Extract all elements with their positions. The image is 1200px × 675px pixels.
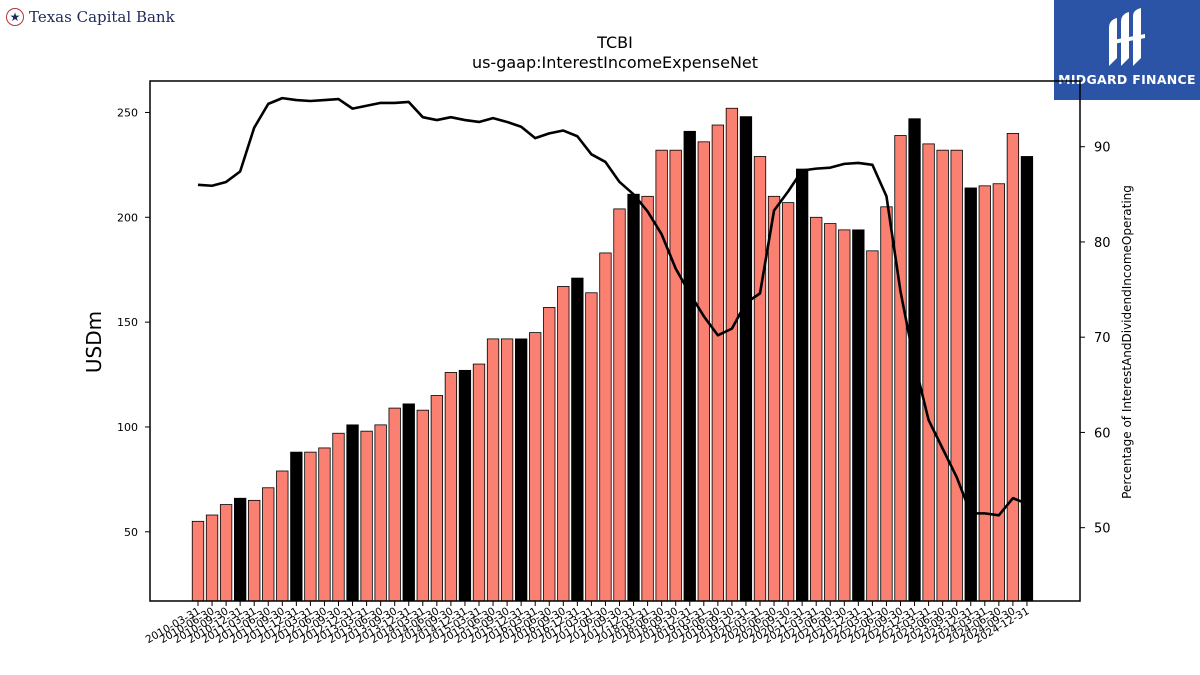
bar (936, 149, 949, 602)
bar (655, 149, 668, 602)
bar (1020, 156, 1034, 602)
bar (627, 193, 640, 602)
bar (543, 307, 556, 602)
bar (810, 216, 823, 602)
bar (697, 141, 710, 602)
bar (838, 229, 851, 602)
bar (894, 135, 907, 602)
bar (739, 116, 753, 602)
y2-axis-label: Percentage of InterestAndDividendIncomeO… (1120, 185, 1134, 499)
bar (753, 156, 767, 602)
bar (318, 447, 331, 602)
bar (205, 514, 219, 602)
midgard-emblem-icon (1109, 8, 1145, 66)
left-logo-text: Texas Capital Bank (29, 8, 175, 26)
bar (416, 409, 429, 602)
bar (669, 149, 682, 602)
bar (964, 187, 977, 602)
texas-capital-bank-logo: ★ Texas Capital Bank (6, 8, 175, 26)
bar (444, 372, 458, 602)
y-tick-label: 200 (117, 211, 138, 224)
bar (262, 487, 275, 602)
bar (767, 195, 781, 602)
bar (304, 451, 317, 602)
bar (711, 124, 724, 602)
bar (430, 395, 444, 602)
y-tick-label: 150 (117, 316, 138, 329)
bar (641, 195, 654, 602)
plot-frame (149, 80, 1081, 602)
bar (978, 185, 991, 602)
bar (360, 430, 373, 602)
bar (599, 252, 612, 602)
bar (529, 332, 542, 602)
bar (1006, 133, 1020, 602)
chart-title: TCBI (596, 33, 633, 52)
right-logo-text: MIDGARD FINANCE (1058, 72, 1196, 87)
bar (500, 338, 514, 602)
bar (880, 206, 893, 602)
midgard-finance-logo: MIDGARD FINANCE (1054, 0, 1200, 100)
bar (374, 424, 387, 602)
bar (458, 369, 472, 602)
bar (824, 223, 837, 602)
bar (388, 407, 401, 602)
bar (472, 363, 486, 602)
bar (922, 143, 935, 602)
bar (248, 499, 261, 602)
y2-tick-label: 90 (1094, 141, 1111, 156)
series-line (197, 96, 1028, 517)
bar (992, 183, 1005, 602)
bar (571, 277, 584, 602)
bar (852, 229, 865, 602)
bar (332, 432, 345, 602)
y2-tick-label: 50 (1094, 522, 1111, 537)
bar (486, 338, 500, 602)
bar (557, 286, 570, 602)
bar (276, 470, 289, 602)
bar (866, 250, 879, 602)
bar (346, 424, 359, 602)
bar (725, 107, 739, 602)
bar (290, 451, 303, 602)
y2-tick-label: 70 (1094, 331, 1111, 346)
bar (683, 130, 696, 602)
y2-tick-label: 60 (1094, 426, 1111, 441)
bar (402, 403, 415, 602)
bar (191, 520, 205, 602)
bar (950, 149, 963, 602)
y-tick-label: 100 (117, 421, 138, 434)
bar (233, 497, 247, 602)
y-tick-label: 50 (124, 526, 138, 539)
y-tick-label: 250 (117, 106, 138, 119)
star-icon: ★ (6, 8, 24, 26)
bar (613, 208, 626, 602)
bar (781, 202, 795, 602)
bar (515, 338, 528, 602)
bar (219, 504, 233, 602)
bar (585, 292, 598, 602)
chart-subtitle: us-gaap:InterestIncomeExpenseNet (472, 53, 758, 72)
bar (796, 168, 809, 602)
y2-tick-label: 80 (1094, 236, 1111, 251)
y-axis-label: USDm (82, 311, 106, 373)
